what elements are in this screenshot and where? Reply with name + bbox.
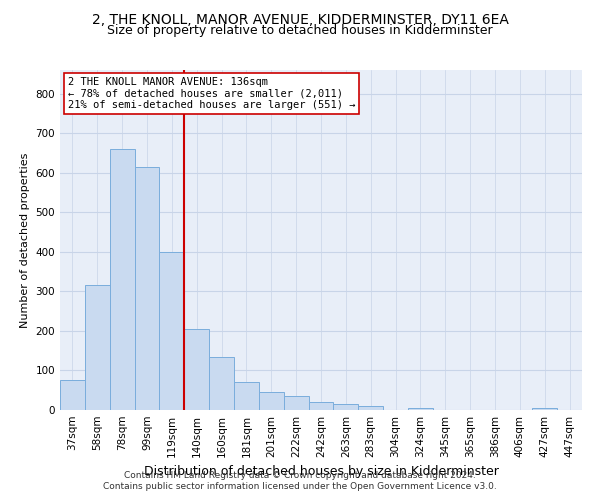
Bar [160, 252, 184, 410]
Text: Contains public sector information licensed under the Open Government Licence v3: Contains public sector information licen… [103, 482, 497, 491]
Bar [85, 286, 110, 410]
Bar [358, 406, 383, 410]
Text: 2 THE KNOLL MANOR AVENUE: 136sqm
← 78% of detached houses are smaller (2,011)
21: 2 THE KNOLL MANOR AVENUE: 136sqm ← 78% o… [68, 77, 355, 110]
Bar [234, 382, 259, 410]
Text: Contains HM Land Registry data © Crown copyright and database right 2024.: Contains HM Land Registry data © Crown c… [124, 471, 476, 480]
Text: 2, THE KNOLL, MANOR AVENUE, KIDDERMINSTER, DY11 6EA: 2, THE KNOLL, MANOR AVENUE, KIDDERMINSTE… [92, 12, 508, 26]
X-axis label: Distribution of detached houses by size in Kidderminster: Distribution of detached houses by size … [143, 466, 499, 478]
Bar [259, 392, 284, 410]
Bar [184, 329, 209, 410]
Bar [532, 408, 557, 410]
Bar [60, 380, 85, 410]
Bar [134, 167, 160, 410]
Bar [334, 404, 358, 410]
Bar [110, 149, 134, 410]
Bar [284, 396, 308, 410]
Bar [408, 408, 433, 410]
Bar [308, 402, 334, 410]
Bar [209, 356, 234, 410]
Y-axis label: Number of detached properties: Number of detached properties [20, 152, 30, 328]
Text: Size of property relative to detached houses in Kidderminster: Size of property relative to detached ho… [107, 24, 493, 37]
